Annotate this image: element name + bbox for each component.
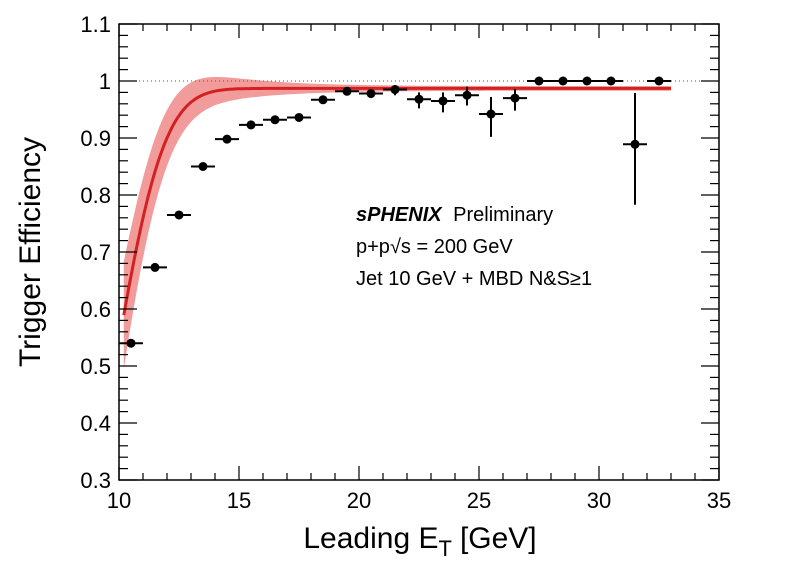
data-point-group [167,210,191,220]
annotation-experiment: sPHENIX [356,204,443,226]
x-axis-title: Leading ET [GeV] [303,522,536,561]
annotation-collision-line: p+p√s = 200 GeV [356,236,513,258]
x-axis-title-main: Leading E [303,522,438,555]
data-point-group [335,86,359,96]
data-point [366,89,376,99]
y-tick-label: 0.5 [80,354,111,379]
x-axis-title-subscript: T [438,536,451,561]
data-point [150,262,160,272]
data-point-group [455,86,479,106]
y-axis-title: Trigger Efficiency [14,137,47,367]
data-point [462,90,472,100]
data-point [174,210,184,220]
axis-ticks-layer: 10 15 20 25 30 35 0.3 0.4 0.5 0.6 0.7 0.8 0.9 1 1.1 [80,12,731,513]
data-point [126,338,136,348]
data-point-group [287,112,311,122]
y-tick-label: 0.6 [80,297,111,322]
data-point [630,139,640,149]
y-tick-label: 0.7 [80,240,111,265]
data-point-group [143,262,167,272]
data-point-group [407,92,431,109]
y-tick-label: 1 [99,69,111,94]
data-point-group [239,120,263,130]
y-tick-label: 0.4 [80,411,111,436]
data-point [318,95,328,105]
data-point-group [359,88,383,99]
data-point [270,115,280,125]
x-tick-label: 30 [587,488,611,513]
data-point-group [479,96,503,137]
data-point [606,76,616,86]
fit-uncertainty-band-layer [123,77,672,369]
data-point [582,76,592,86]
y-tick-label: 0.8 [80,183,111,208]
y-tick-label: 0.3 [80,468,111,493]
data-point-group [575,76,599,86]
data-point [390,85,400,95]
data-point [486,109,496,119]
data-point [342,86,352,96]
x-tick-label: 20 [347,488,371,513]
data-point [222,134,232,144]
annotation-experiment-line: sPHENIX Preliminary [356,204,553,226]
y-tick-label: 1.1 [80,12,111,37]
annotation-trigger: Jet 10 GeV + MBD N&S≥1 [356,268,592,290]
annotation-status: Preliminary [453,204,553,226]
data-point-group [263,115,287,125]
data-point-group [215,134,239,144]
data-point [414,94,424,104]
x-axis-title-unit: [GeV] [460,522,537,555]
data-point [246,120,256,130]
data-point-group [383,84,407,96]
data-point-group [311,95,335,105]
annotation-system: p+p [356,236,390,258]
data-point [558,76,568,86]
x-tick-label: 15 [227,488,251,513]
data-point-group [431,92,455,113]
data-point [198,162,208,171]
x-tick-label: 35 [707,488,731,513]
x-tick-label: 25 [467,488,491,513]
y-tick-label: 0.9 [80,126,111,151]
data-point-group [191,162,215,171]
data-point-group [551,76,575,86]
data-point [654,76,664,86]
data-points-layer [119,76,671,348]
data-point [438,96,448,106]
annotation-energy: √s = 200 GeV [390,236,513,258]
data-point [510,93,520,103]
data-point [294,112,304,122]
data-point-group [503,88,527,111]
data-point [534,76,544,86]
data-point-group [599,76,623,86]
x-tick-label: 10 [107,488,131,513]
data-point-group [527,76,551,86]
data-point-group [647,76,671,86]
fit-uncertainty-band [123,77,672,369]
data-point-group [623,92,647,205]
